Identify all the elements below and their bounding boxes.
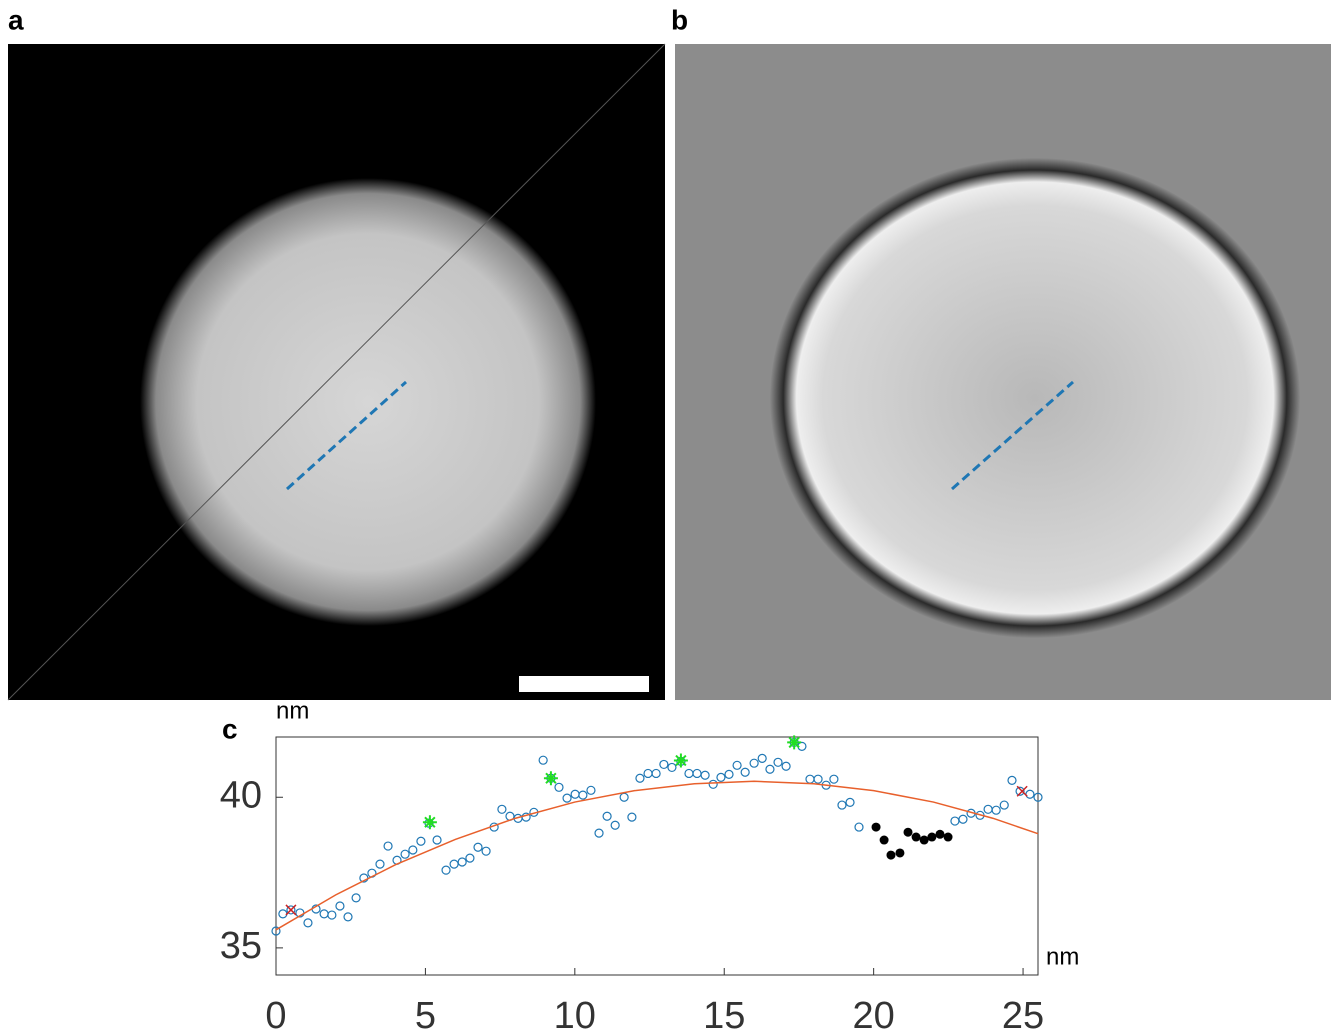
data-point [450,860,458,868]
data-point [539,756,547,764]
data-point [498,805,506,813]
data-point [620,793,628,801]
data-point [417,837,425,845]
data-point [1008,776,1016,784]
data-point [442,866,450,874]
data-point [482,847,490,855]
data-point [733,761,741,769]
data-point [758,754,766,762]
data-point [935,830,944,839]
data-point [782,762,790,770]
data-point [279,910,287,918]
data-point [725,770,733,778]
x-unit: nm [1046,943,1079,970]
data-point [595,829,603,837]
data-point [741,768,749,776]
data-point [652,769,660,777]
data-point [920,836,929,845]
data-point [806,775,814,783]
data-point [328,911,336,919]
star-point [544,771,558,785]
data-point [644,769,652,777]
data-point [904,828,913,837]
data-point [352,894,360,902]
x-tick-label: 5 [415,995,436,1036]
data-point [912,833,921,842]
data-point [628,813,636,821]
data-point [750,759,758,767]
data-point [587,786,595,794]
y-tick-label: 35 [220,925,262,967]
fit-line [276,781,1038,930]
data-point [701,771,709,779]
x-tick-label: 10 [554,995,596,1036]
data-point [1000,801,1008,809]
data-point [555,783,563,791]
data-point [611,821,619,829]
data-point [872,823,881,832]
image-a [8,44,665,700]
x-tick-label: 0 [265,995,286,1036]
plot-frame [276,737,1038,975]
data-point [409,846,417,854]
star-point [674,753,688,767]
data-point [376,860,384,868]
data-point [1026,790,1034,798]
data-point [668,763,676,771]
panel-label: b [671,4,688,35]
panel-label: a [8,4,24,35]
data-point [458,858,466,866]
panel-label: c [222,713,238,744]
scale-bar [519,676,649,692]
data-point [636,774,644,782]
data-point [466,854,474,862]
data-point [304,919,312,927]
star-point [423,815,437,829]
data-point [944,833,953,842]
data-point [433,836,441,844]
data-point [984,805,992,813]
y-unit: nm [276,697,309,724]
y-tick-label: 40 [220,774,262,816]
data-point [344,913,352,921]
data-point [959,815,967,823]
data-point [384,842,392,850]
data-point [401,850,409,858]
star-point [787,735,801,749]
data-point [886,851,895,860]
image-b [675,44,1331,700]
data-point [693,769,701,777]
data-point [992,806,1000,814]
data-point [880,836,889,845]
x-tick-label: 25 [1002,995,1044,1036]
data-point [474,843,482,851]
data-point [838,801,846,809]
data-point [320,910,328,918]
data-point [774,758,782,766]
data-point [660,760,668,768]
data-point [927,833,936,842]
x-tick-label: 15 [703,995,745,1036]
x-tick-label: 20 [853,995,895,1036]
data-point [603,812,611,820]
data-point [951,817,959,825]
data-point [855,823,863,831]
figure: a b c nm nm 0 5 10 15 20 25 35 40 [0,0,1331,1036]
data-point [563,794,571,802]
data-point [571,790,579,798]
data-point [830,775,838,783]
data-point [579,791,587,799]
data-point [685,769,693,777]
data-point [717,773,725,781]
data-point [814,775,822,783]
data-point [846,798,854,806]
data-point [709,780,717,788]
data-point [766,765,774,773]
data-point [895,848,904,857]
data-point [336,902,344,910]
